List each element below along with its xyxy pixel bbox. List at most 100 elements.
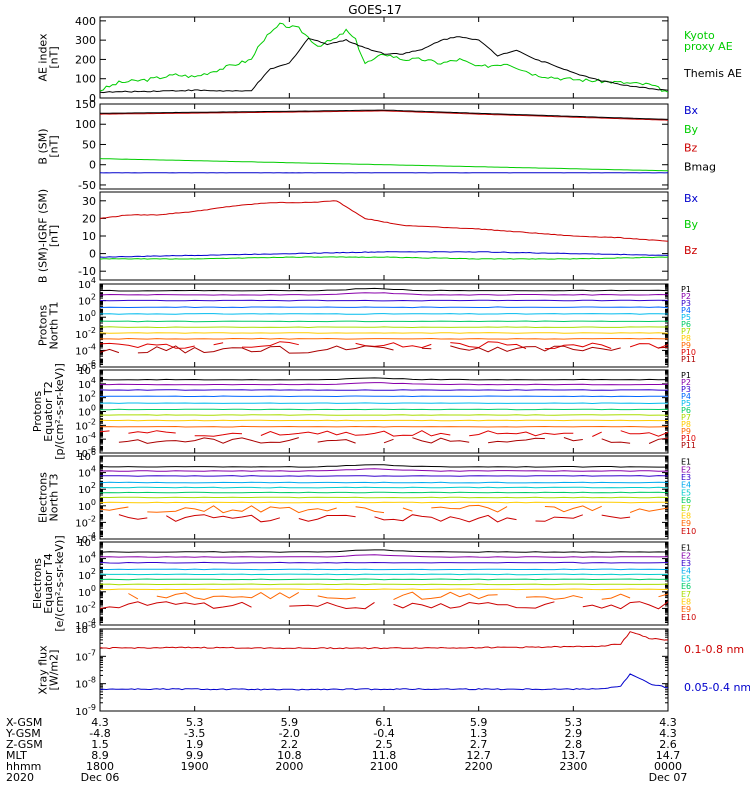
channel-line [100,332,668,334]
channel-label: P4 [681,392,691,401]
x-axis-row-label: 2020 [6,771,34,784]
y-tick-label: 10-4 [75,531,96,546]
channel-line [100,348,120,354]
channel-line [100,292,668,296]
panel-bigrf: -10 0 10 20 30 B (SM)-IGRF (SM)[nT] Bx By Bz [37,189,699,283]
x-tick-label: 10.8 [277,749,302,762]
channel-line [317,439,356,444]
channel-label: E5 [681,574,691,583]
channel-line [563,437,583,442]
legend-label: Bmag [684,160,716,173]
y-axis-label: Protons [37,305,50,346]
y-tick-label: 0 [89,92,96,105]
y-tick-label: 20 [82,212,96,225]
channel-label: P1 [681,371,691,380]
x-tick-label: 14.7 [656,749,681,762]
channel-line [421,347,432,350]
y-tick-label: 102 [78,390,96,405]
y-tick-label: 106 [78,448,96,463]
y-tick-label: 300 [75,34,96,47]
channel-line [100,337,668,340]
y-tick-label: 30 [82,195,96,208]
y-axis-label: Electrons [37,472,50,523]
panel-bsm: -50 0 50 100 150 B (SM)[nT] Bx By Bz Bmag [37,98,717,192]
channel-label: E4 [681,567,691,576]
channel-line [213,342,224,346]
legend-label: 0.1-0.8 nm [684,643,744,656]
channel-label: E1 [681,458,691,467]
series-line [100,110,668,121]
channel-line [100,475,668,477]
channel-line [100,299,668,302]
legend-label: Bx [684,104,699,117]
channel-label: E2 [681,465,691,474]
channel-line [374,514,517,523]
channel-line [241,341,299,348]
y-tick-label: 106 [78,534,96,549]
channel-label: P7 [681,327,691,336]
channel-label: E10 [681,613,696,622]
channel-line [100,408,668,411]
channel-label: E7 [681,504,691,513]
channel-line [488,437,545,444]
y-tick-label: 10 [82,230,96,243]
channel-label: E8 [681,598,691,607]
y-axis-label: Protons [31,391,44,432]
x-axis-row-label: X-GSM [6,716,42,729]
legend-label: Bx [684,192,699,205]
y-tick-label: 10-6 [75,621,96,636]
channel-line [100,430,110,433]
y-tick-label: 400 [75,15,96,28]
y-axis-label: AE index [37,33,50,82]
y-tick-label: -50 [78,179,96,192]
channel-line [100,561,668,564]
y-tick-label: 106 [78,362,96,377]
channel-line [620,430,668,437]
channel-line [100,382,668,386]
y-axis-label: [W/m2] [48,650,61,691]
x-tick-label: 13.7 [561,749,586,762]
x-tick-label: 5.9 [470,716,488,729]
channel-line [100,588,668,591]
x-tick-label: 1800 [86,760,114,773]
y-tick-label: 10-8 [75,676,96,691]
x-tick-label: -3.5 [184,727,205,740]
x-tick-label: 2.8 [565,738,583,751]
x-axis-table: X-GSMY-GSMZ-GSMMLThhmm20204.3-4.81.58.91… [5,716,687,784]
channel-line [194,432,243,437]
y-tick-label: 104 [78,276,96,291]
y-tick-label: 102 [78,567,96,582]
channel-line [525,595,583,600]
series-line [100,158,668,172]
series-line [100,200,668,242]
channel-line [137,345,394,354]
channel-line [100,601,252,609]
channel-line [100,425,668,428]
y-tick-label: 10-9 [75,703,96,718]
channel-label: P11 [681,441,696,450]
channel-line [147,505,337,514]
x-tick-label: 2.9 [565,727,583,740]
y-tick-label: 10-4 [75,617,96,632]
y-tick-label: 100 [78,404,96,419]
x-tick-label: 2200 [465,760,493,773]
series-line [100,22,668,93]
channel-line [128,430,176,434]
x-tick-label: -4.8 [89,727,110,740]
y-tick-label: 10-6 [75,445,96,460]
x-axis-row-label: hhmm [6,760,41,773]
channel-label: E2 [681,551,691,560]
y-tick-label: 10-2 [75,326,96,341]
series-line [100,256,668,260]
y-axis-label: Xray flux [37,645,50,695]
channel-line [100,481,668,484]
x-tick-label: 2.2 [281,738,299,751]
channel-label: P3 [681,299,691,308]
channel-label: P9 [681,341,691,350]
channel-label: P6 [681,406,691,415]
